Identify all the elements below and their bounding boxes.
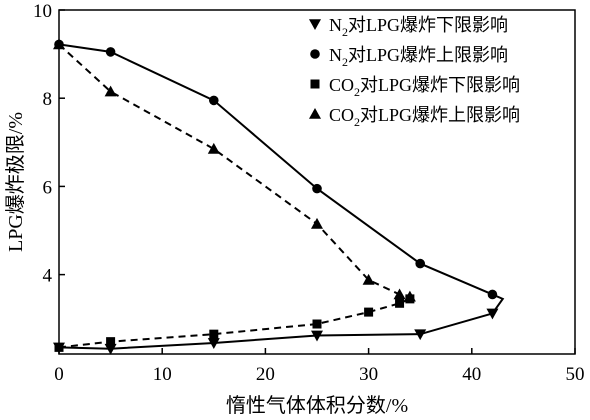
legend-label-1: N2对LPG爆炸上限影响 — [329, 45, 508, 69]
series-line-3 — [58, 43, 411, 298]
series-3-point — [403, 290, 416, 302]
series-3-point — [393, 288, 406, 300]
series-2-point — [106, 337, 116, 347]
series-0-point — [486, 308, 499, 320]
series-2-point — [209, 329, 219, 339]
legend-item-3: CO2对LPG爆炸上限影响 — [309, 105, 520, 129]
x-tick-label: 20 — [256, 364, 275, 385]
series-2-point — [312, 319, 322, 329]
series-line-0 — [58, 312, 493, 350]
series-line-1 — [58, 43, 493, 296]
x-axis: 0 10 20 30 40 50 — [54, 348, 585, 385]
x-tick-label: 30 — [359, 364, 378, 385]
x-tick-label: 40 — [462, 364, 481, 385]
series-0-point — [311, 330, 323, 342]
series-2-point — [395, 298, 405, 308]
legend-item-1: N2对LPG爆炸上限影响 — [310, 45, 508, 69]
x-axis-title: 惰性气体体积分数/% — [226, 394, 408, 417]
series-3-point — [311, 217, 323, 229]
series-2-point — [364, 307, 374, 317]
legend-marker-1 — [310, 49, 320, 59]
legend-item-0: N2对LPG爆炸下限影响 — [309, 15, 508, 39]
legend-label-2: CO2对LPG爆炸下限影响 — [329, 75, 520, 99]
legend-marker-3 — [309, 108, 321, 119]
plot-markers — [53, 38, 499, 355]
series-3-point — [362, 273, 375, 285]
x-tick-label: 10 — [153, 364, 172, 385]
legend-marker-2 — [310, 79, 320, 89]
series-1-point — [105, 47, 116, 57]
series-1-point — [209, 95, 219, 106]
y-tick-label: 6 — [43, 177, 53, 198]
y-axis-title: LPG爆炸极限/% — [4, 112, 27, 252]
series-3-point — [207, 142, 220, 154]
legend-marker-0 — [309, 19, 321, 30]
legend-item-2: CO2对LPG爆炸下限影响 — [310, 75, 520, 99]
legend-label-0: N2对LPG爆炸下限影响 — [329, 15, 508, 39]
plot-frame — [58, 9, 576, 355]
legend-label-3: CO2对LPG爆炸上限影响 — [329, 105, 520, 129]
x-tick-label: 0 — [54, 364, 64, 385]
series-1-point — [487, 289, 498, 300]
y-tick-label: 8 — [43, 89, 53, 110]
series-0-point — [414, 329, 427, 341]
legend: N2对LPG爆炸下限影响 N2对LPG爆炸上限影响 CO2对LPG爆炸下限影响 CO2… — [309, 15, 520, 129]
y-tick-label: 4 — [43, 266, 53, 287]
y-axis: 4 6 8 10 — [33, 1, 65, 287]
series-0-point — [207, 338, 220, 349]
y-tick-label: 10 — [33, 1, 52, 22]
series-0-point — [104, 343, 117, 355]
x-tick-label: 50 — [566, 364, 585, 385]
series-3-point — [104, 85, 117, 97]
series-1-point — [415, 258, 426, 269]
series-1-point — [312, 183, 322, 194]
